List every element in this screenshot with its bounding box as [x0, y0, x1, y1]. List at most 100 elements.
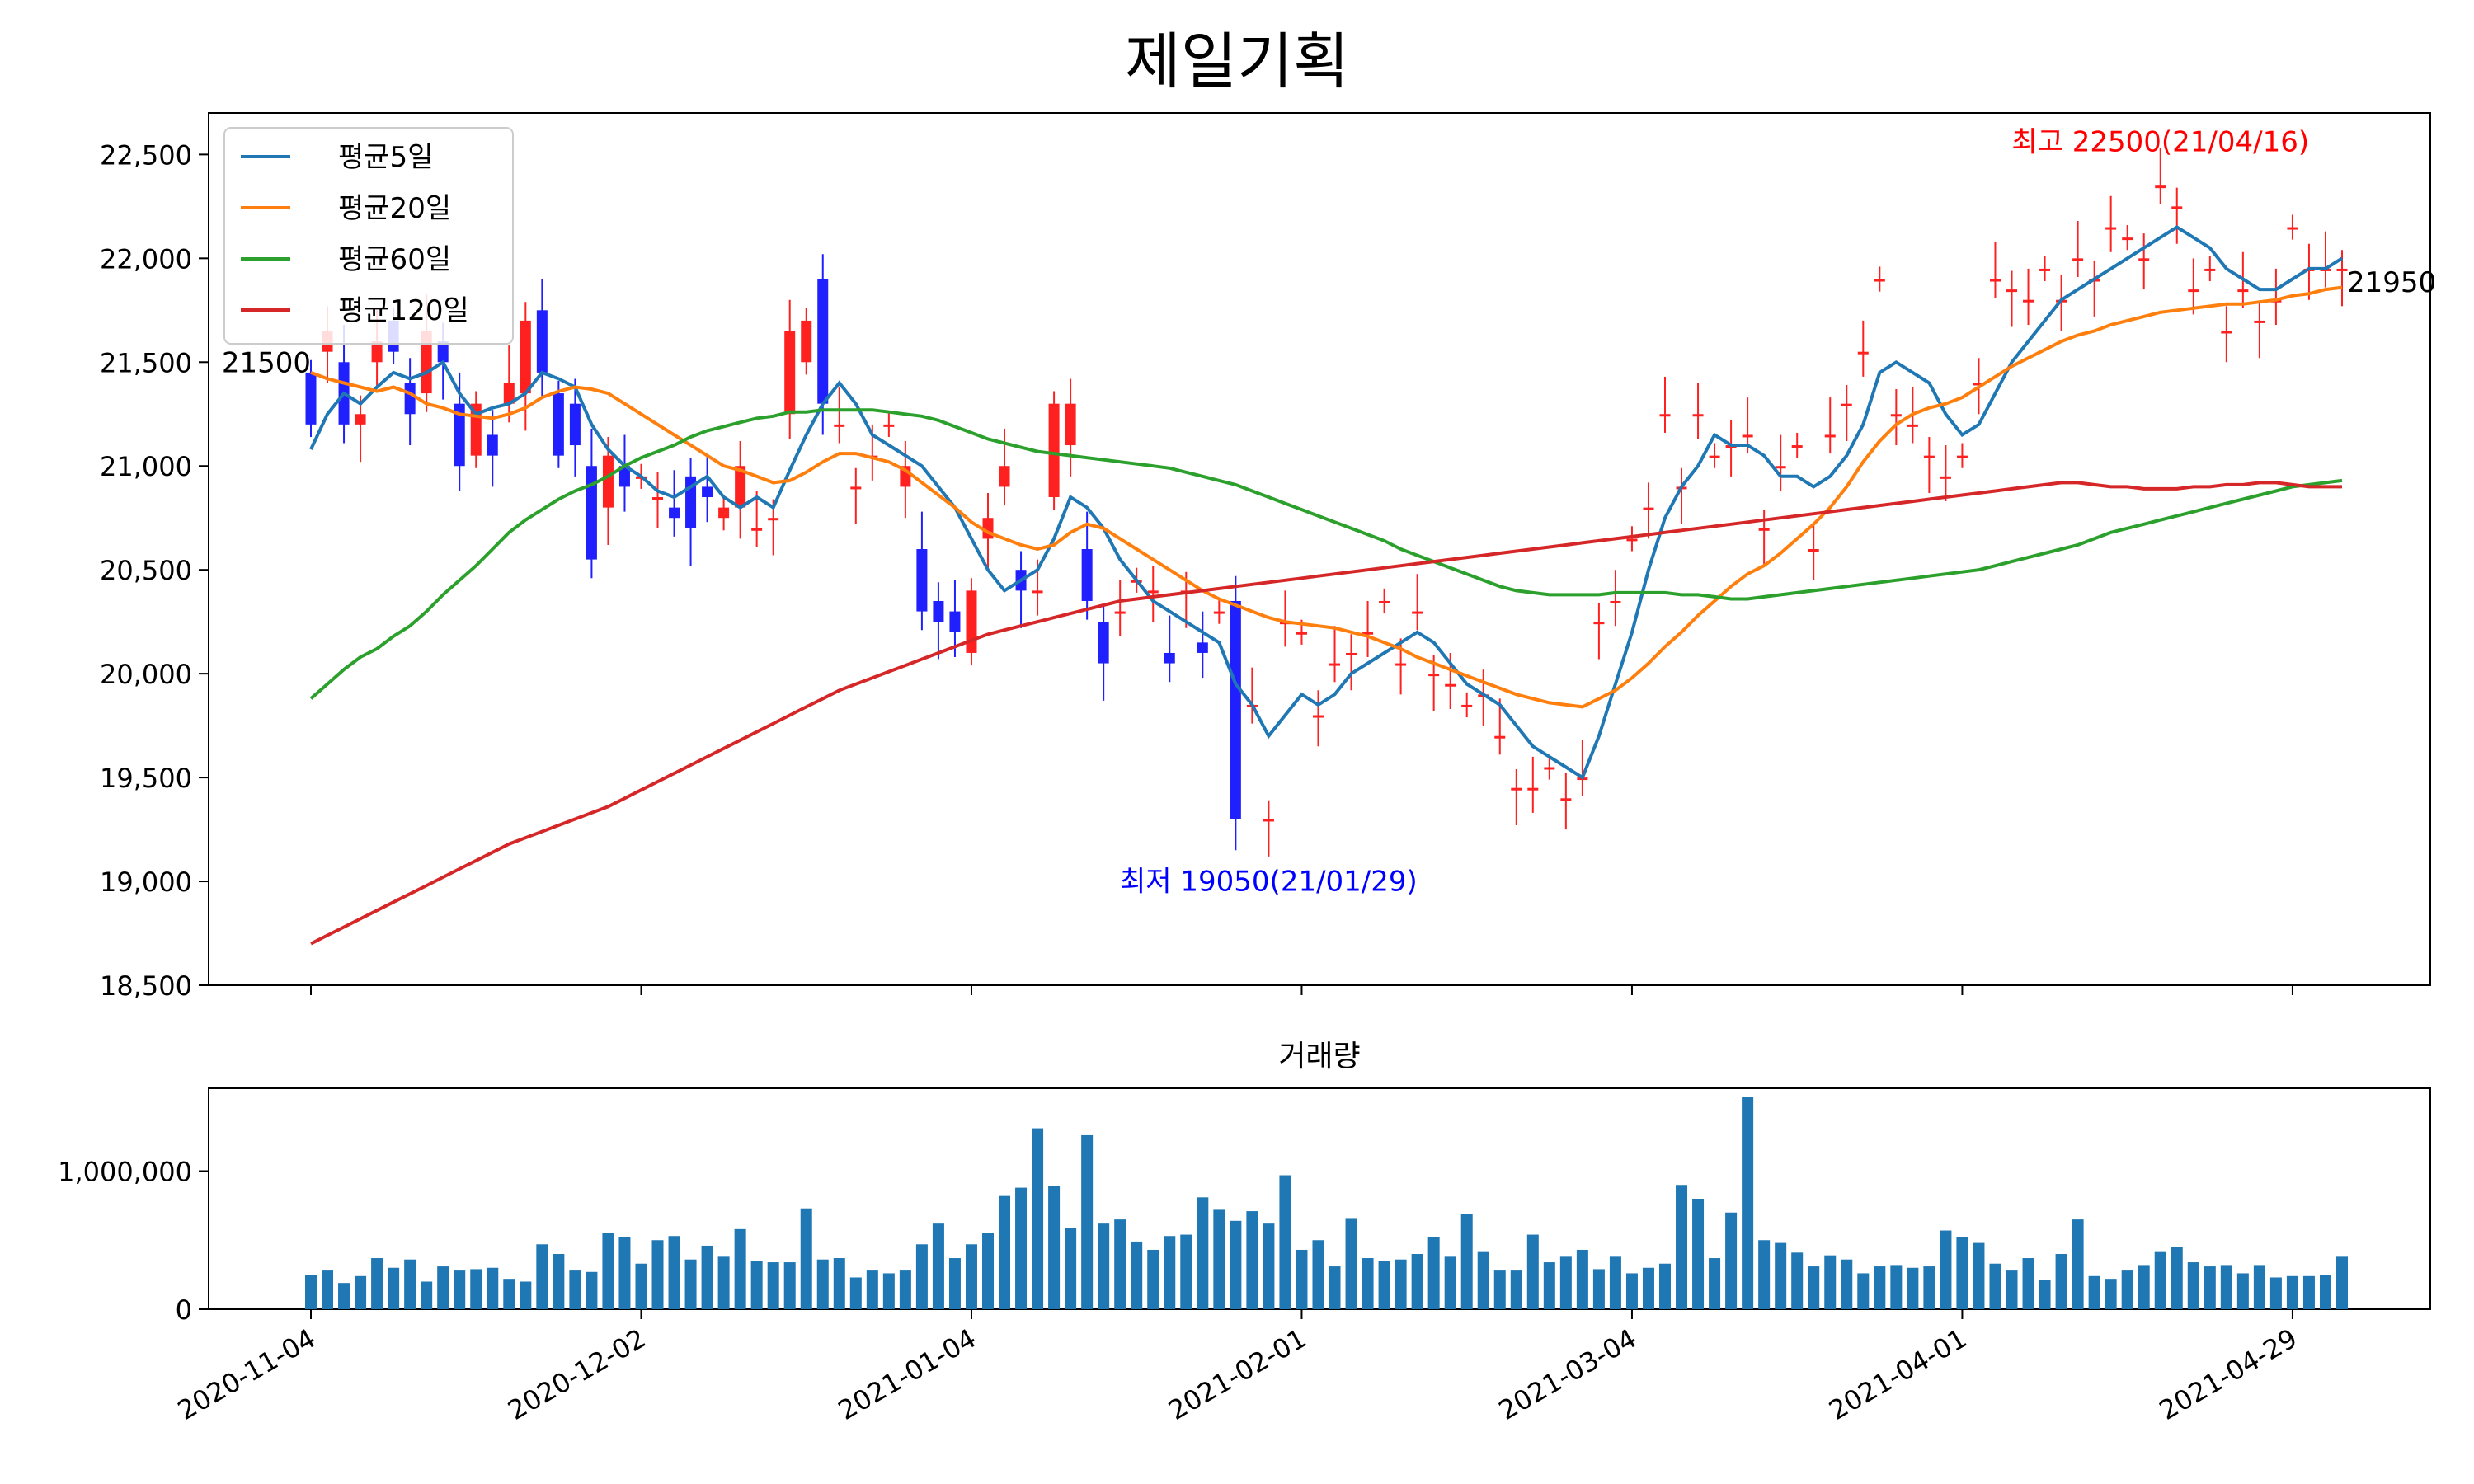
volume-bar	[1230, 1220, 1242, 1309]
candle-body	[1511, 787, 1522, 791]
volume-bar-series	[305, 1097, 2348, 1309]
volume-bar	[2253, 1265, 2265, 1309]
volume-bar	[338, 1283, 350, 1309]
candle-body	[2171, 206, 2183, 209]
volume-bar	[1659, 1263, 1671, 1309]
volume-bar	[668, 1236, 680, 1309]
candle-body	[1527, 787, 1539, 791]
candle-body	[1841, 403, 1852, 406]
volume-bar	[1857, 1273, 1870, 1309]
moving-average-ma5	[309, 225, 2344, 781]
candle-body	[1824, 434, 1836, 438]
volume-bar	[750, 1261, 763, 1309]
price-y-tick-label: 21,500	[100, 347, 192, 378]
volume-bar	[1362, 1258, 1374, 1309]
x-tick-label: 2021-01-04	[833, 1322, 981, 1426]
volume-bar	[470, 1269, 482, 1309]
candle-body	[618, 466, 630, 487]
candle-body	[1874, 279, 1885, 282]
volume-bar	[1329, 1266, 1341, 1309]
volume-bar	[982, 1233, 994, 1309]
legend-label-ma60: 평균60일	[338, 243, 451, 276]
candle-body	[1428, 674, 1440, 677]
volume-bar	[800, 1208, 812, 1309]
volume-bar	[1180, 1234, 1192, 1309]
candle-body	[1494, 735, 1506, 739]
moving-average-ma20	[310, 285, 2343, 709]
volume-bar	[2204, 1266, 2216, 1309]
volume-bar	[1378, 1261, 1390, 1309]
candle-body	[2072, 258, 2084, 261]
volume-bar	[1345, 1218, 1357, 1309]
candle-body	[817, 279, 829, 404]
volume-bar	[2072, 1219, 2084, 1309]
volume-bar	[1841, 1259, 1853, 1309]
volume-bar	[1576, 1249, 1588, 1309]
volume-bar	[2286, 1275, 2298, 1309]
volume-bar	[701, 1245, 713, 1309]
candle-body	[1263, 819, 1274, 822]
candle-body	[966, 590, 977, 653]
volume-bar	[355, 1275, 367, 1309]
volume-bar	[1048, 1186, 1061, 1309]
first-price-annotation: 21500	[222, 346, 311, 379]
volume-bar	[965, 1244, 977, 1309]
volume-bar	[1015, 1187, 1028, 1309]
volume-bar	[421, 1281, 433, 1309]
candle-body	[1791, 445, 1803, 448]
moving-average-ma60	[309, 408, 2343, 700]
volume-bar	[1411, 1254, 1423, 1309]
candle-body	[1626, 538, 1638, 542]
high-price-annotation: 최고 22500(21/04/16)	[2011, 125, 2309, 158]
price-y-tick-label: 20,500	[100, 555, 192, 586]
last-price-annotation: 21950	[2347, 266, 2436, 299]
candle-body	[850, 486, 862, 490]
candle-body	[1048, 403, 1060, 498]
volume-bar	[1609, 1256, 1621, 1309]
candle-body	[454, 403, 465, 467]
volume-bar	[1592, 1269, 1605, 1309]
moving-average-ma120	[310, 481, 2342, 946]
volume-bar	[305, 1275, 317, 1309]
candle-body	[1659, 414, 1671, 417]
legend-label-ma120: 평균120일	[338, 294, 469, 327]
volume-bar	[717, 1256, 730, 1309]
candle-body	[916, 549, 928, 612]
candle-body	[1907, 424, 1918, 427]
volume-bar	[1395, 1259, 1407, 1309]
candle-body	[669, 507, 680, 519]
volume-bar	[1742, 1097, 1754, 1309]
candle-body	[2188, 289, 2199, 293]
volume-bar	[2055, 1254, 2067, 1309]
volume-bar	[2171, 1247, 2183, 1309]
candle-body	[1379, 600, 1390, 603]
candle-body	[1857, 351, 1869, 355]
candle-body	[487, 434, 498, 456]
volume-bar	[322, 1270, 334, 1309]
volume-bar	[1559, 1256, 1572, 1309]
candle-body	[834, 424, 845, 427]
candle-body	[404, 383, 416, 415]
candle-body	[1213, 611, 1225, 614]
candle-body	[1758, 528, 1770, 531]
volume-bar	[602, 1233, 614, 1309]
price-y-tick-label: 19,000	[100, 866, 192, 898]
volume-bar	[371, 1258, 383, 1309]
volume-bar	[2336, 1256, 2348, 1309]
candle-body	[999, 466, 1010, 487]
candlestick-series	[305, 148, 2348, 857]
candle-body	[1362, 632, 1374, 635]
volume-bar	[2039, 1280, 2051, 1309]
candle-body	[735, 466, 746, 508]
candle-body	[503, 383, 515, 404]
candle-body	[1081, 549, 1093, 601]
candle-body	[1973, 383, 1984, 386]
price-y-tick-label: 20,000	[100, 659, 192, 690]
volume-bar	[1890, 1265, 1903, 1309]
volume-bar	[816, 1259, 829, 1309]
volume-bar	[1493, 1270, 1506, 1309]
volume-bar	[1775, 1242, 1787, 1309]
volume-bar	[553, 1254, 565, 1309]
candle-body	[768, 518, 779, 521]
x-tick-label: 2021-04-01	[1823, 1322, 1972, 1426]
